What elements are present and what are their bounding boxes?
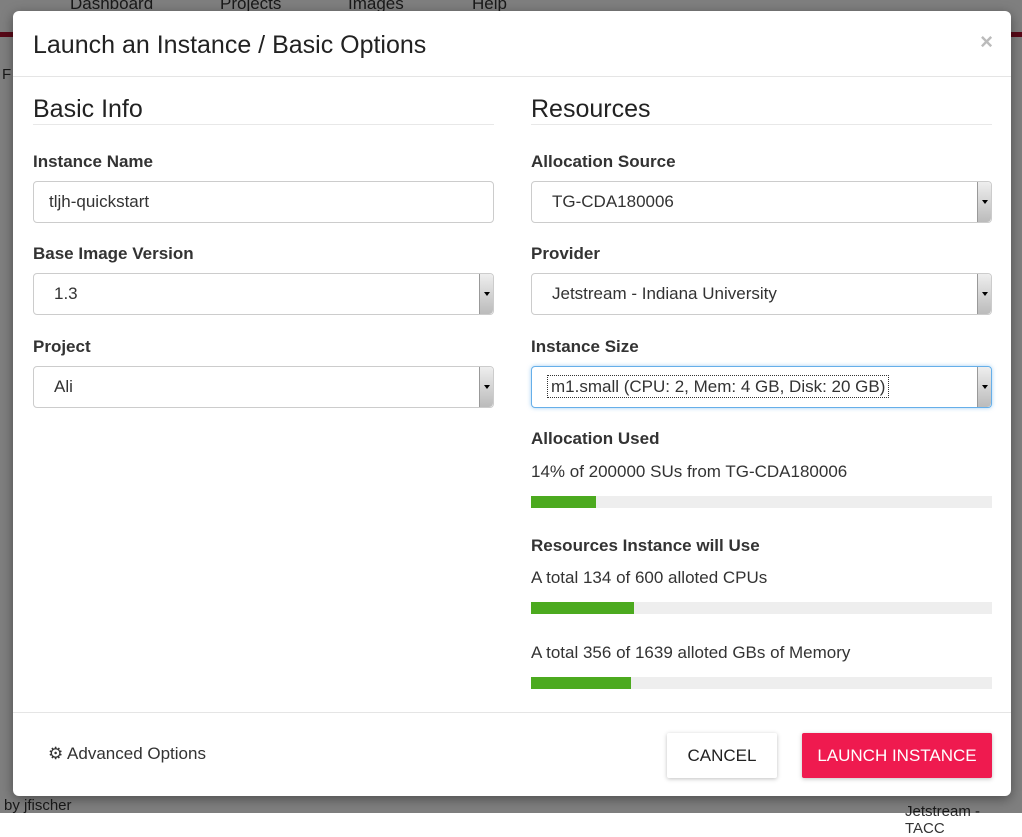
image-version-label: Base Image Version — [33, 244, 194, 263]
allocation-source-value: TG-CDA180006 — [552, 192, 674, 211]
resources-section: Resources Allocation Source TG-CDA180006… — [531, 95, 992, 689]
project-label: Project — [33, 337, 91, 356]
launch-instance-modal: Launch an Instance / Basic Options × Bas… — [13, 11, 1011, 796]
instance-size-value: m1.small (CPU: 2, Mem: 4 GB, Disk: 20 GB… — [546, 375, 890, 398]
project-select[interactable]: Ali — [33, 366, 494, 408]
memory-usage-fill — [531, 677, 632, 689]
instance-size-select[interactable]: m1.small (CPU: 2, Mem: 4 GB, Disk: 20 GB… — [531, 366, 992, 408]
chevron-down-icon — [479, 274, 493, 314]
close-icon[interactable]: × — [980, 29, 993, 54]
provider-select[interactable]: Jetstream - Indiana University — [531, 273, 992, 315]
provider-label: Provider — [531, 244, 600, 263]
chevron-down-icon — [977, 367, 991, 407]
instance-name-input[interactable]: tljh-quickstart — [33, 181, 494, 223]
provider-value: Jetstream - Indiana University — [552, 284, 777, 303]
image-version-value: 1.3 — [54, 284, 78, 303]
basic-info-heading: Basic Info — [33, 95, 494, 125]
image-version-select[interactable]: 1.3 — [33, 273, 494, 315]
chevron-down-icon — [977, 182, 991, 222]
cpu-usage-fill — [531, 602, 634, 614]
launch-instance-button[interactable]: LAUNCH INSTANCE — [802, 733, 992, 778]
allocation-used-fill — [531, 496, 596, 508]
modal-footer: ⚙ Advanced Options CANCEL LAUNCH INSTANC… — [13, 712, 1011, 796]
resources-heading: Resources — [531, 95, 992, 125]
cancel-button[interactable]: CANCEL — [667, 733, 777, 778]
chevron-down-icon — [479, 367, 493, 407]
basic-info-section: Basic Info Instance Name tljh-quickstart… — [33, 95, 494, 408]
project-value: Ali — [54, 377, 73, 396]
memory-usage-text: A total 356 of 1639 alloted GBs of Memor… — [531, 643, 851, 662]
cpu-usage-bar — [531, 602, 992, 614]
allocation-source-select[interactable]: TG-CDA180006 — [531, 181, 992, 223]
instance-size-label: Instance Size — [531, 337, 639, 356]
allocation-used-text: 14% of 200000 SUs from TG-CDA180006 — [531, 462, 848, 481]
modal-title: Launch an Instance / Basic Options — [33, 31, 427, 59]
allocation-used-bar — [531, 496, 992, 508]
allocation-source-label: Allocation Source — [531, 152, 676, 171]
advanced-options-link[interactable]: ⚙ Advanced Options — [48, 744, 206, 764]
advanced-options-label: Advanced Options — [67, 744, 206, 763]
memory-usage-bar — [531, 677, 992, 689]
chevron-down-icon — [977, 274, 991, 314]
gear-icon: ⚙ — [48, 744, 64, 763]
will-use-label: Resources Instance will Use — [531, 536, 760, 555]
cpu-usage-text: A total 134 of 600 alloted CPUs — [531, 568, 768, 587]
allocation-used-label: Allocation Used — [531, 429, 660, 448]
instance-name-label: Instance Name — [33, 152, 153, 171]
